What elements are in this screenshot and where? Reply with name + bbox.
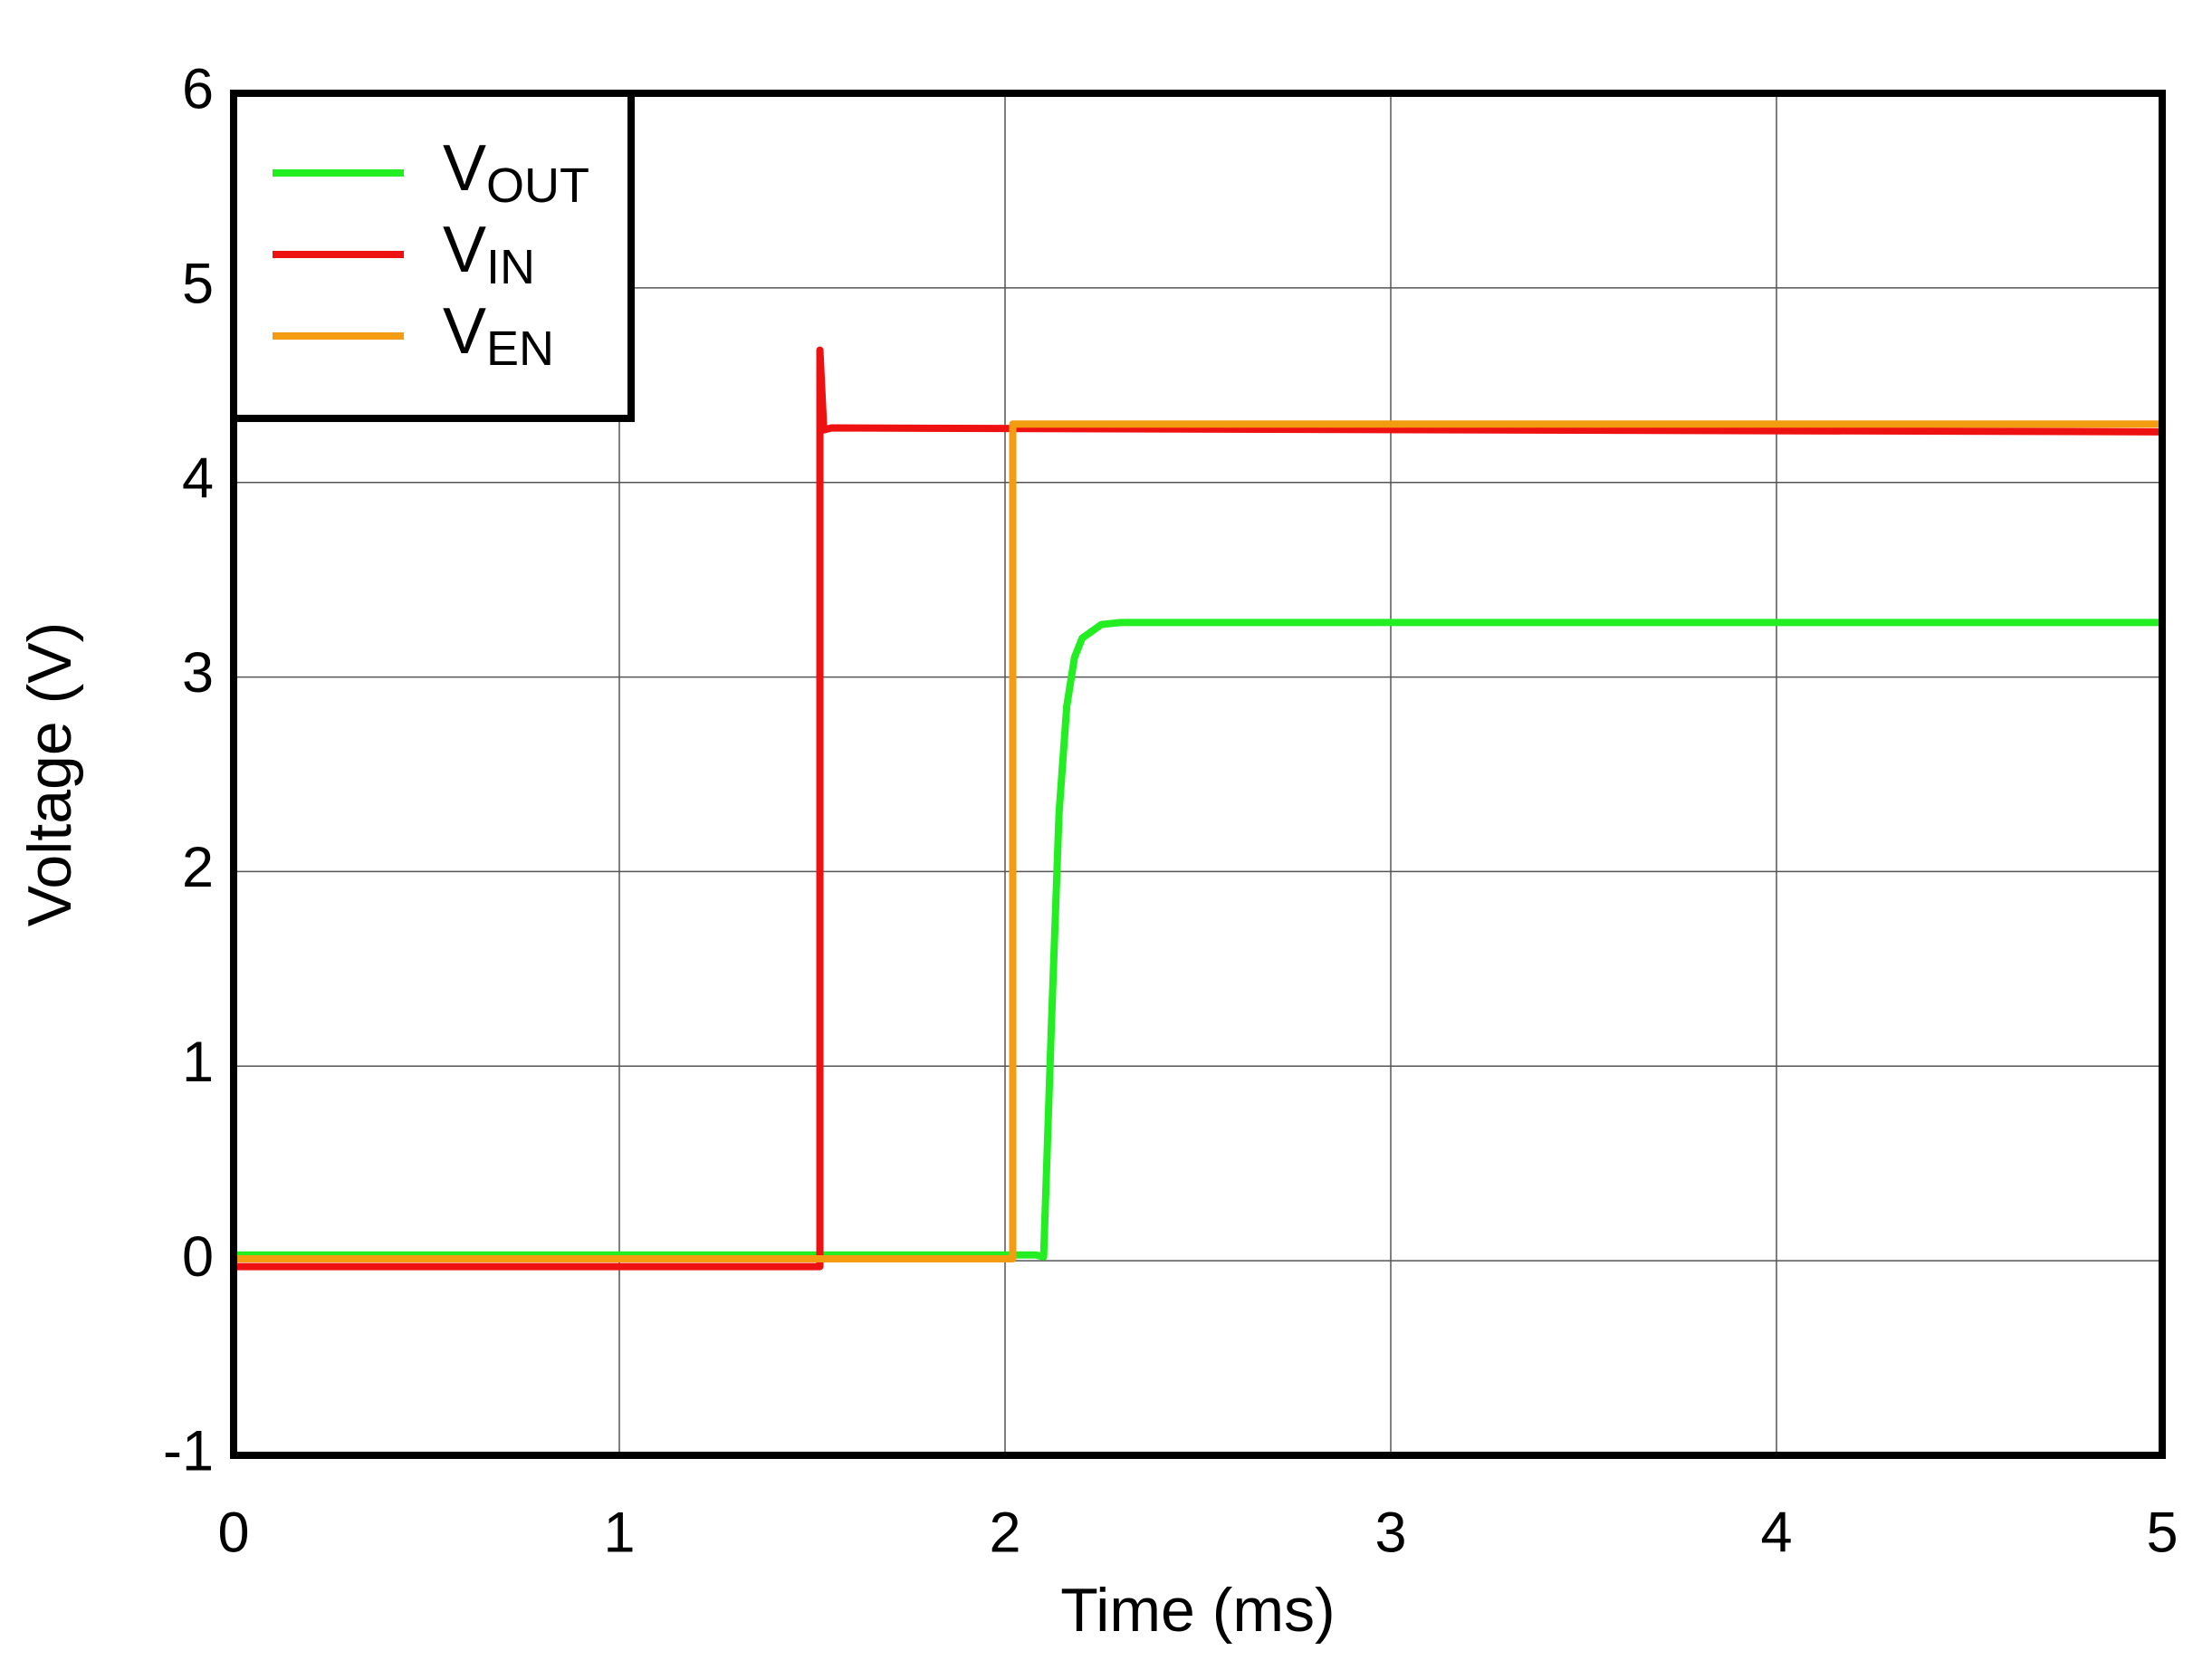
legend-label: VEN	[443, 295, 554, 376]
series-line	[234, 619, 2162, 1261]
legend-label: VIN	[443, 214, 535, 294]
plot-frame	[230, 90, 2166, 1459]
legend-label: VOUT	[443, 132, 589, 213]
y-tick-label: -1	[163, 1420, 214, 1483]
y-tick-label: 3	[182, 641, 214, 705]
series-line	[234, 346, 2163, 1271]
legend-label-main: V	[443, 295, 486, 368]
x-tick-label: 5	[2146, 1502, 2178, 1565]
x-tick-label: 2	[989, 1502, 1020, 1565]
y-axis-title: Voltage (V)	[15, 622, 84, 926]
x-tick-label: 0	[217, 1502, 249, 1565]
y-tick-label: 2	[182, 836, 214, 899]
y-tick-label: 0	[182, 1225, 214, 1289]
x-axis-title: Time (ms)	[1060, 1576, 1335, 1645]
y-tick-label: 4	[182, 446, 214, 510]
legend-label-sub: OUT	[486, 158, 589, 213]
y-tick-label: 1	[182, 1031, 214, 1094]
y-tick-label: 6	[182, 58, 214, 121]
y-tick-label: 5	[182, 252, 214, 315]
x-tick-label: 1	[603, 1502, 635, 1565]
x-tick-label: 3	[1374, 1502, 1406, 1565]
legend-label-main: V	[443, 132, 486, 205]
legend-label-main: V	[443, 214, 486, 286]
legend-label-sub: IN	[486, 240, 535, 294]
legend-label-sub: EN	[486, 321, 554, 376]
x-tick-label: 4	[1760, 1502, 1792, 1565]
series-line	[234, 420, 2162, 1262]
